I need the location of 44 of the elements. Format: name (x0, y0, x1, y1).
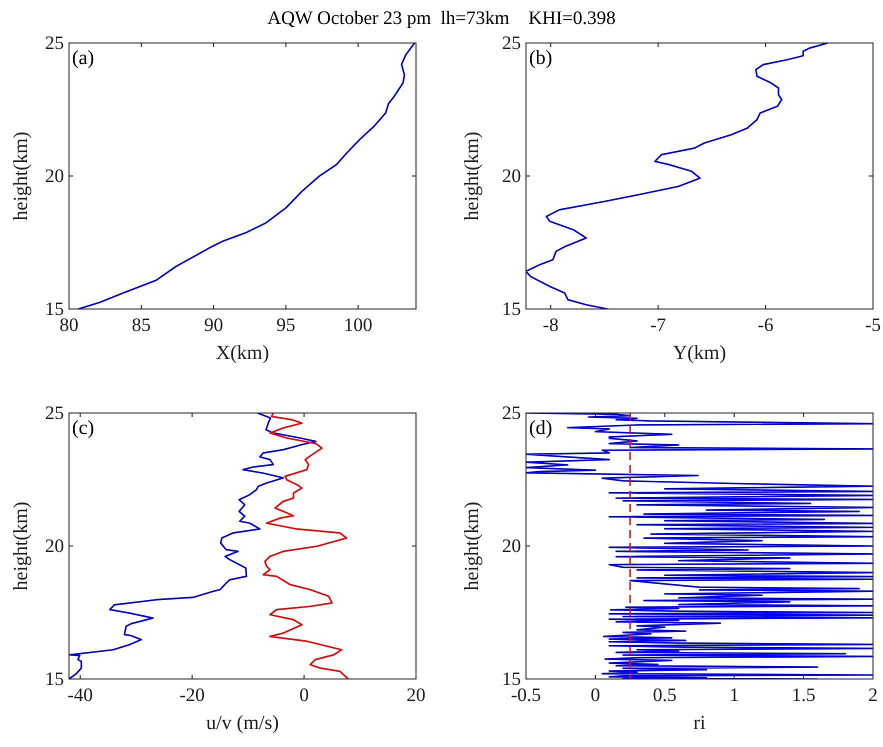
x-tick-label: -6 (758, 315, 774, 336)
x-tick-label: 95 (276, 315, 296, 336)
line-series (262, 413, 350, 679)
y-tick-label: 20 (502, 536, 521, 557)
y-axis-title: height(km) (461, 132, 483, 220)
x-tick-label: 0.5 (652, 685, 677, 706)
line-series (526, 43, 829, 309)
x-tick-label: 100 (344, 315, 372, 336)
annotation: (c) (72, 417, 94, 439)
x-axis-title: X(km) (216, 342, 270, 364)
y-tick-label: 20 (45, 536, 64, 557)
x-axis-title: ri (693, 712, 706, 734)
x-tick-label: 20 (406, 685, 426, 706)
x-tick-label: -40 (68, 685, 93, 706)
chart-title: AQW October 23 pm lh=73km KHI=0.398 (267, 8, 616, 29)
y-axis-title: height(km) (10, 502, 32, 590)
y-tick-label: 15 (45, 669, 64, 690)
x-tick-label: -5 (865, 315, 881, 336)
line-series (526, 413, 873, 679)
x-tick-label: 0 (299, 685, 309, 706)
y-tick-label: 25 (502, 33, 521, 54)
x-tick-label: 2 (868, 685, 878, 706)
y-tick-label: 15 (502, 299, 521, 320)
x-tick-label: 0 (590, 685, 600, 706)
line-series (69, 413, 317, 679)
y-tick-label: 20 (502, 166, 521, 187)
annotation: (d) (529, 417, 552, 439)
y-tick-label: 25 (45, 33, 64, 54)
x-tick-label: 1.5 (792, 685, 816, 706)
x-axis-title: u/v (m/s) (206, 712, 279, 734)
x-tick-label: 90 (204, 315, 224, 336)
x-tick-label: -7 (650, 315, 666, 336)
x-tick-label: -20 (179, 685, 205, 706)
annotation: (b) (529, 47, 552, 69)
y-axis-title: height(km) (10, 132, 32, 220)
y-axis-title: height(km) (461, 502, 483, 590)
y-tick-label: 25 (502, 403, 521, 424)
x-tick-label: -8 (542, 315, 559, 336)
annotation: (a) (72, 47, 94, 69)
x-tick-label: 1 (729, 685, 739, 706)
y-tick-label: 25 (45, 403, 64, 424)
x-axis-title: Y(km) (672, 342, 726, 364)
y-tick-label: 20 (45, 166, 64, 187)
x-tick-label: 85 (132, 315, 151, 336)
